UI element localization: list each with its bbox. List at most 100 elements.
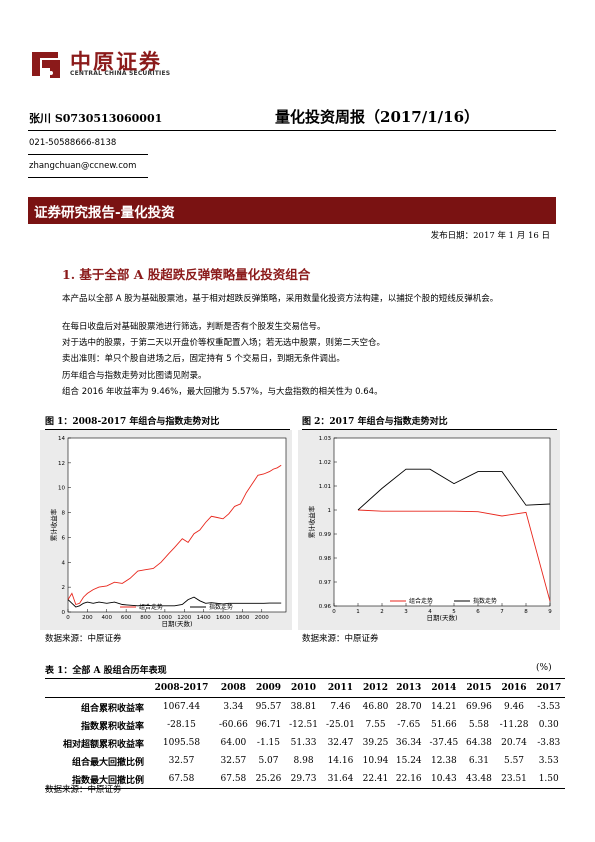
y-tick-label: 1.01 xyxy=(319,484,331,490)
x-tick-label: 1600 xyxy=(216,615,230,621)
y-tick-label: 14 xyxy=(58,436,65,442)
legend-label: 组合走势 xyxy=(139,603,163,611)
row-label: 相对超额累积收益率 xyxy=(63,739,145,750)
table-cell: 12.38 xyxy=(430,756,457,766)
y-tick-label: 0.96 xyxy=(319,604,332,610)
x-tick-label: 7 xyxy=(500,609,504,615)
y-tick-label: 4 xyxy=(62,560,66,566)
x-tick-label: 800 xyxy=(140,615,151,621)
table-cell: 6.31 xyxy=(468,756,489,766)
figure1-source: 数据来源：中原证券 xyxy=(45,634,122,644)
x-tick-label: 1200 xyxy=(177,615,191,621)
table-cell: 43.48 xyxy=(462,770,496,789)
table-cell: -60.66 xyxy=(218,720,248,730)
table-row: 组合最大回撤比例 32.57 32.57 5.07 8.98 14.16 10.94 15.2… xyxy=(45,752,565,770)
row-label: 指数累积收益率 xyxy=(81,721,145,732)
table-cell: 0.30 xyxy=(538,720,559,730)
table-cell: 14.16 xyxy=(327,756,354,766)
column-header: 2013 xyxy=(392,678,426,698)
table-cell: 32.57 xyxy=(168,756,195,766)
table-cell: 1095.58 xyxy=(162,738,201,748)
section-heading: 1. 基于全部 A 股超跌反弹策略量化投资组合 xyxy=(62,267,311,282)
series-line xyxy=(357,509,551,602)
table-unit: (%) xyxy=(536,663,552,673)
x-tick-label: 4 xyxy=(428,609,432,615)
table-cell: 36.34 xyxy=(395,738,422,748)
series-line xyxy=(67,464,282,606)
x-tick-label: 600 xyxy=(121,615,132,621)
table-cell: 10.94 xyxy=(362,756,389,766)
paragraph: 对于选中的股票，于第二天以开盘价等权重配置入场；若无选中股票，则第二天空仓。 xyxy=(62,338,386,348)
paragraph: 卖出准则：单只个股自进场之后，固定持有 5 个交易日，到期无条件调出。 xyxy=(62,354,345,364)
table-cell: -7.65 xyxy=(397,720,421,730)
table-cell: 32.57 xyxy=(220,756,247,766)
y-tick-label: 6 xyxy=(62,535,66,541)
column-header: 2017 xyxy=(532,678,565,698)
column-header: 2012 xyxy=(358,678,393,698)
x-tick-label: 2000 xyxy=(255,615,269,621)
x-tick-label: 1 xyxy=(356,609,360,615)
table-row: 组合累积收益率 1067.44 3.34 95.57 38.81 7.46 46.80 28.… xyxy=(45,698,565,717)
column-header: 2010 xyxy=(285,678,322,698)
table-cell: 7.46 xyxy=(330,702,351,712)
paragraph: 本产品以全部 A 股为基础股票池，基于相对超跌反弹策略，采用数量化投资方法构建，… xyxy=(62,294,499,304)
x-tick-label: 2 xyxy=(380,609,384,615)
x-tick-label: 5 xyxy=(452,609,456,615)
table-row: 指数累积收益率 -28.15 -60.66 96.71 -12.51 -25.01 7.55… xyxy=(45,716,565,734)
table-cell: 22.16 xyxy=(392,770,426,789)
table-cell: -11.28 xyxy=(499,720,529,730)
table-cell: 1067.44 xyxy=(162,702,201,712)
x-tick-label: 400 xyxy=(102,615,113,621)
y-tick-label: 1.03 xyxy=(319,436,332,442)
logo-english-name: CENTRAL CHINA SECURITIES xyxy=(70,70,171,77)
table-cell: 3.53 xyxy=(538,756,559,766)
x-tick-label: 9 xyxy=(548,609,552,615)
author-email[interactable]: zhangchuan@ccnew.com xyxy=(29,161,137,171)
paragraph: 组合 2016 年收益率为 9.46%，最大回撤为 5.57%，与大盘指数的相关… xyxy=(62,387,383,397)
figure2-title: 图 2：2017 年组合与指数走势对比 xyxy=(302,417,448,427)
table-cell: 9.46 xyxy=(503,702,525,712)
table-row: 相对超额累积收益率 1095.58 64.00 -1.15 51.33 32.47 39.2… xyxy=(45,734,565,752)
paragraph: 历年组合与指数走势对比图请见附录。 xyxy=(62,371,207,381)
column-header: 2016 xyxy=(495,678,533,698)
y-tick-label: 8 xyxy=(62,511,66,517)
x-tick-label: 200 xyxy=(82,615,93,621)
table-cell: 5.58 xyxy=(468,720,489,730)
table-cell: 69.96 xyxy=(466,702,492,712)
report-title: 量化投资周报（2017/1/16） xyxy=(275,108,480,126)
table-cell: 51.33 xyxy=(290,738,317,748)
x-tick-label: 1000 xyxy=(158,615,172,621)
figure1-rule xyxy=(45,429,290,430)
y-axis-label: 累计收益率 xyxy=(49,508,58,541)
y-tick-label: 10 xyxy=(58,486,65,492)
column-header: 2009 xyxy=(251,678,286,698)
publish-date: 发布日期：2017 年 1 月 16 日 xyxy=(430,231,550,241)
plot-area xyxy=(333,437,551,607)
table-cell: -1.15 xyxy=(256,738,281,748)
y-tick-label: 0 xyxy=(62,610,66,616)
table-cell: -3.83 xyxy=(537,738,561,748)
table-cell: 96.71 xyxy=(255,720,282,730)
table-cell: -28.15 xyxy=(167,720,196,730)
table-cell: 1.50 xyxy=(532,770,565,789)
y-tick-label: 1.02 xyxy=(319,460,331,466)
y-tick-label: 0.98 xyxy=(319,556,332,562)
table-cell: 67.58 xyxy=(148,770,215,789)
table-cell: 7.55 xyxy=(365,720,386,730)
column-header: 2014 xyxy=(425,678,463,698)
logo-chinese-name: 中原证券 xyxy=(70,50,162,74)
x-tick-label: 3 xyxy=(404,609,408,615)
table-source: 数据来源：中原证券 xyxy=(45,785,122,795)
y-tick-label: 1 xyxy=(328,508,332,514)
table-cell: 39.25 xyxy=(362,738,389,748)
contact-divider xyxy=(28,177,148,178)
table-cell: 22.41 xyxy=(358,770,393,789)
y-tick-label: 2 xyxy=(62,585,66,591)
x-tick-label: 1400 xyxy=(197,615,211,621)
series-line xyxy=(67,596,282,608)
row-label: 指数最大回撤比例 xyxy=(45,770,149,789)
table-corner-cell xyxy=(45,678,149,698)
table-cell: 8.98 xyxy=(293,756,314,766)
column-header: 2008-2017 xyxy=(148,678,215,698)
table-cell: 51.66 xyxy=(430,720,457,730)
